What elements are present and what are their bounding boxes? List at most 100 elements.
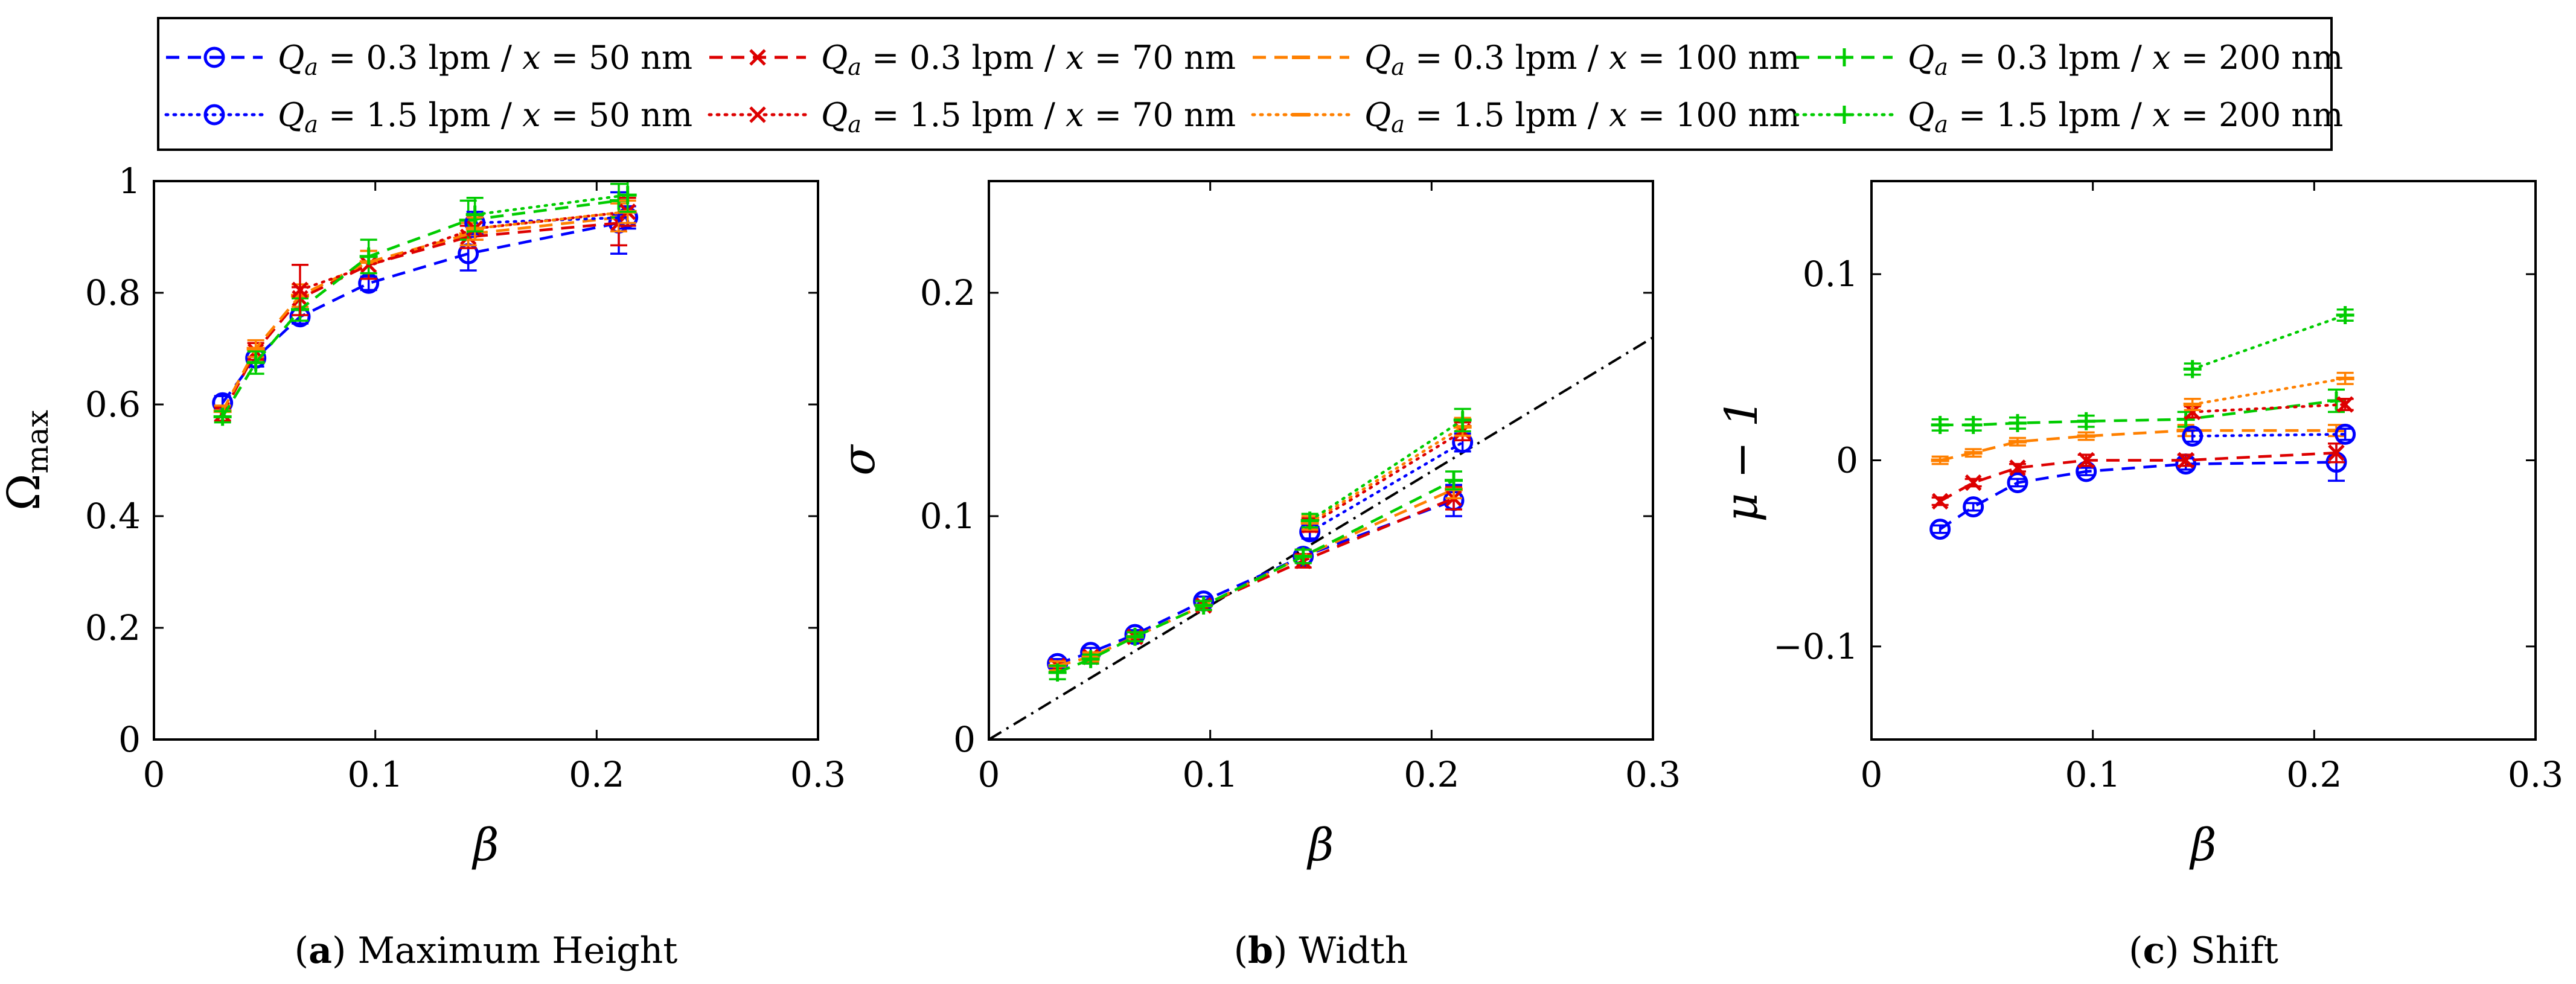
legend-qa-var: Q — [278, 96, 304, 134]
legend-marker-stroke-b — [749, 106, 766, 123]
series-line — [1308, 425, 1464, 525]
data-point-stroke-b — [1931, 493, 1949, 510]
series-line — [2191, 313, 2347, 371]
series-line — [1308, 430, 1464, 527]
caption-paren-open: ( — [2129, 930, 2143, 972]
series-line — [221, 216, 619, 412]
legend-label: Qa = 0.3 lpm / x = 100 nm — [1364, 39, 1800, 80]
y-tick-label: 0 — [953, 719, 976, 760]
data-point — [2183, 360, 2202, 379]
data-point — [1929, 519, 1951, 540]
data-point — [2184, 403, 2201, 421]
series-4 — [1931, 388, 2345, 434]
y-axis-label-main: μ − 1 — [1716, 398, 1768, 522]
legend-marker — [749, 106, 766, 123]
legend-x-var: x — [2152, 39, 2170, 77]
series-4 — [1048, 470, 1463, 682]
legend-marker — [203, 104, 225, 126]
legend-qa-sub: a — [848, 54, 861, 80]
caption-paren-open: ( — [295, 930, 308, 972]
legend-x-var: x — [1609, 39, 1627, 77]
data-point — [2336, 396, 2354, 413]
data-point — [213, 407, 232, 426]
data-point-circle — [1963, 496, 1984, 518]
legend-qa-value: = 1.5 lpm / — [1948, 96, 2152, 134]
data-point-circle — [1929, 519, 1951, 540]
data-point — [2009, 459, 2026, 476]
legend-x-var: x — [1609, 96, 1627, 134]
series-7 — [1300, 417, 1472, 531]
legend-x-value: = 200 nm — [2171, 96, 2344, 134]
legend-marker — [203, 46, 225, 68]
x-tick-label: 0.1 — [2065, 754, 2121, 795]
legend-marker — [1835, 48, 1853, 66]
y-tick-label: 0.8 — [85, 272, 141, 313]
data-point — [2009, 414, 2027, 432]
y-tick-label: −0.1 — [1773, 626, 1858, 667]
data-point — [465, 205, 484, 224]
x-tick-label: 0.3 — [1625, 754, 1681, 795]
series-6 — [2184, 396, 2354, 421]
chart-panel: 0 0.1 0.2 0.3 0 0.2 0.4 0.6 0.8 1 β Ωmax (a) Maximum… — [0, 161, 846, 972]
plot-area — [989, 336, 1653, 740]
x-tick-label: 0.2 — [569, 754, 624, 795]
y-axis-label: σ — [833, 444, 885, 476]
data-point — [1964, 415, 1983, 434]
legend-x-value: = 100 nm — [1628, 39, 1800, 77]
series-3 — [1931, 424, 2345, 465]
legend-qa-sub: a — [1934, 111, 1948, 138]
series-line — [1308, 418, 1464, 522]
series-line — [1056, 479, 1455, 674]
data-point — [1048, 663, 1067, 682]
legend-item: Qa = 0.3 lpm / x = 50 nm — [166, 39, 692, 80]
data-point-circle — [2007, 472, 2028, 493]
x-tick-label: 0 — [978, 754, 1000, 795]
plot-area — [212, 181, 639, 426]
series-1 — [212, 191, 630, 414]
series-line — [1939, 461, 2337, 531]
legend-qa-var: Q — [278, 39, 304, 77]
y-axis-label: μ − 1 — [1716, 398, 1768, 522]
data-point-stroke-b — [2077, 452, 2095, 469]
data-point — [2182, 425, 2204, 447]
series-1 — [1929, 442, 2347, 540]
data-point — [2336, 306, 2354, 324]
axes-frame — [153, 180, 819, 741]
data-point — [1963, 496, 1984, 518]
data-point-stroke-b — [2184, 403, 2201, 421]
x-tick-label: 0.1 — [348, 754, 403, 795]
data-point — [1126, 627, 1144, 646]
caption-text: ) Width — [1273, 930, 1408, 972]
series-7 — [2183, 371, 2354, 411]
legend-marker — [1835, 106, 1853, 124]
data-point — [292, 281, 308, 299]
caption-paren-open: ( — [1234, 930, 1248, 972]
legend-x-value: = 100 nm — [1628, 96, 1800, 134]
legend-x-var: x — [2152, 96, 2170, 134]
y-tick-label: 1 — [118, 161, 141, 202]
legend-qa-sub: a — [848, 111, 861, 138]
series-line — [1056, 499, 1454, 665]
legend-qa-value: = 1.5 lpm / — [861, 96, 1066, 134]
legend-qa-sub: a — [304, 111, 318, 138]
data-point — [1300, 511, 1319, 530]
series-8 — [465, 181, 637, 232]
legend-item: Qa = 0.3 lpm / x = 100 nm — [1253, 39, 1800, 80]
legend-qa-value: = 0.3 lpm / — [318, 39, 522, 77]
legend-marker-stroke-b — [749, 49, 766, 66]
series-line — [473, 193, 629, 216]
panel-caption: (c) Shift — [2129, 930, 2278, 972]
caption-letter: c — [2143, 930, 2165, 972]
legend-qa-value: = 0.3 lpm / — [861, 39, 1066, 77]
legend-x-value: = 70 nm — [1084, 96, 1236, 134]
caption-letter: a — [308, 930, 332, 972]
y-axis-label: Ωmax — [0, 410, 55, 511]
data-point — [1964, 474, 1982, 491]
series-line — [1057, 497, 1454, 668]
legend-qa-value: = 0.3 lpm / — [1948, 39, 2152, 77]
series-line — [2191, 377, 2347, 406]
legend-item: Qa = 0.3 lpm / x = 70 nm — [709, 39, 1236, 80]
data-point — [618, 186, 637, 205]
y-tick-label: 0.4 — [85, 496, 141, 537]
